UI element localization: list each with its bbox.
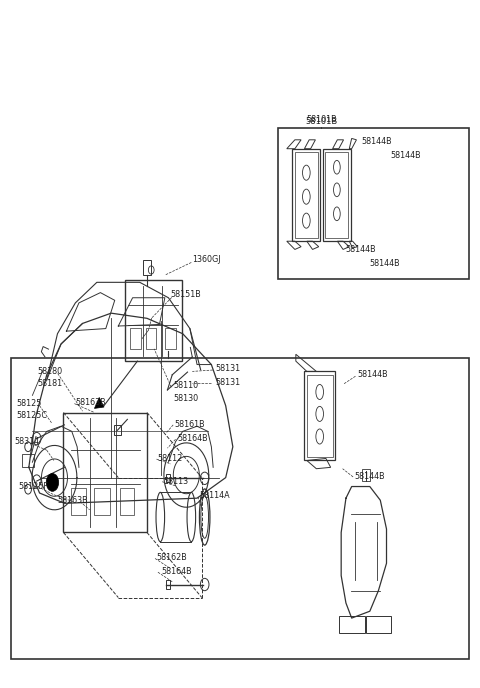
- Text: 58125F: 58125F: [18, 482, 48, 491]
- Bar: [145, 328, 156, 349]
- Text: 58101B: 58101B: [305, 117, 337, 126]
- Text: 58144B: 58144B: [355, 472, 385, 481]
- Text: 58101B: 58101B: [307, 115, 337, 124]
- Bar: [362, 469, 370, 481]
- Bar: [114, 425, 121, 435]
- Bar: [366, 616, 391, 633]
- Bar: [120, 488, 134, 515]
- Bar: [166, 473, 170, 482]
- Text: 58110: 58110: [173, 380, 198, 389]
- Text: 58151B: 58151B: [171, 290, 202, 299]
- Bar: [325, 152, 348, 238]
- Bar: [130, 328, 141, 349]
- Text: 58144B: 58144B: [362, 137, 392, 146]
- Text: 58144B: 58144B: [345, 245, 376, 254]
- Bar: [95, 488, 110, 515]
- Bar: [304, 372, 336, 460]
- Bar: [295, 152, 318, 238]
- Text: 58163B: 58163B: [58, 496, 88, 505]
- Text: 58125C: 58125C: [17, 411, 48, 420]
- Circle shape: [46, 473, 59, 491]
- Bar: [323, 149, 351, 241]
- Bar: [11, 358, 469, 659]
- Text: 58131: 58131: [215, 378, 240, 387]
- Text: 58314: 58314: [15, 438, 40, 447]
- Text: 58181: 58181: [37, 378, 62, 387]
- Text: 58113: 58113: [164, 477, 189, 486]
- Text: 58130: 58130: [173, 394, 198, 403]
- Text: 58131: 58131: [215, 364, 240, 373]
- Text: 58144B: 58144B: [370, 259, 400, 268]
- Text: 58162B: 58162B: [156, 553, 187, 562]
- Bar: [339, 616, 365, 633]
- Text: 58114A: 58114A: [199, 491, 230, 500]
- Text: 1360GJ: 1360GJ: [192, 255, 221, 264]
- Bar: [292, 149, 320, 241]
- Polygon shape: [95, 398, 104, 409]
- Bar: [165, 328, 176, 349]
- Bar: [63, 413, 147, 533]
- Bar: [278, 128, 469, 279]
- Text: 58112: 58112: [157, 454, 183, 463]
- Bar: [143, 260, 151, 275]
- Text: 58144B: 58144B: [357, 370, 387, 379]
- Text: 58144B: 58144B: [390, 151, 421, 160]
- Bar: [124, 280, 182, 361]
- Text: 58164B: 58164B: [161, 567, 192, 576]
- Text: 58163B: 58163B: [75, 398, 106, 407]
- Text: 58180: 58180: [37, 367, 62, 376]
- Text: 58161B: 58161B: [174, 420, 205, 429]
- Bar: [307, 375, 333, 457]
- Text: 58164B: 58164B: [177, 434, 208, 443]
- Bar: [166, 580, 170, 589]
- Bar: [22, 455, 34, 467]
- Text: 58125: 58125: [17, 399, 42, 408]
- Bar: [71, 488, 86, 515]
